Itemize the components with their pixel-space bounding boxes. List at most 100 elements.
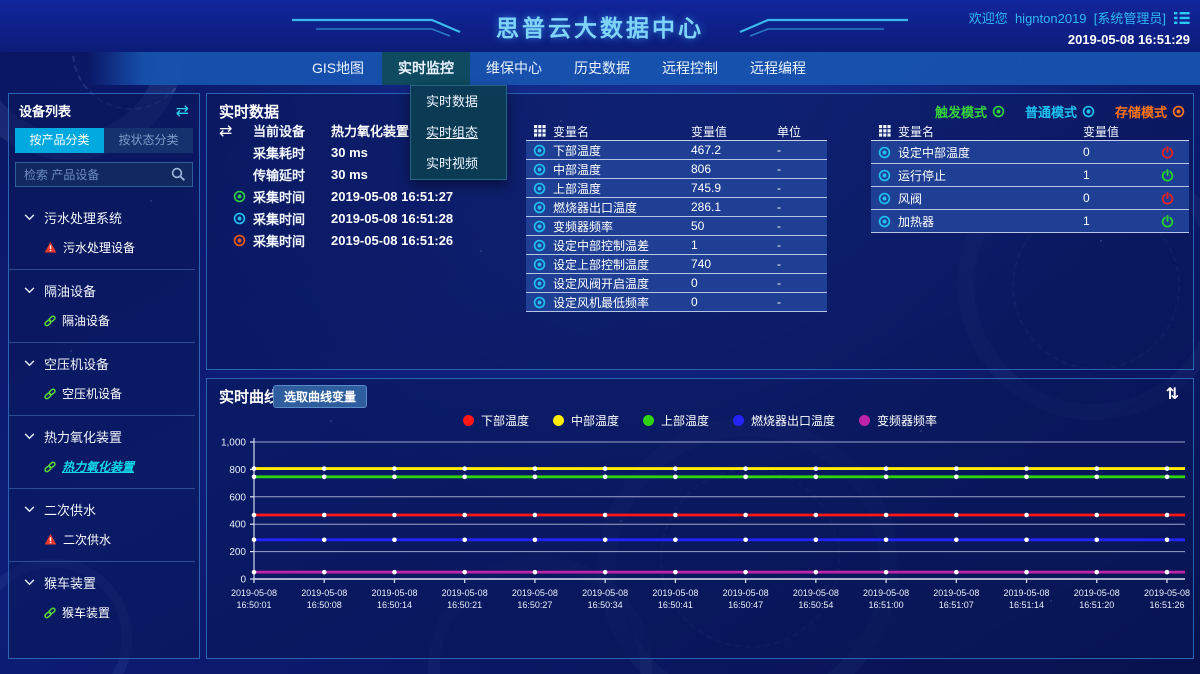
power-toggle-cell[interactable] xyxy=(1145,214,1189,228)
bullseye-icon[interactable] xyxy=(533,277,546,290)
svg-text:16:51:14: 16:51:14 xyxy=(1009,600,1044,610)
svg-text:16:50:01: 16:50:01 xyxy=(236,600,271,610)
chevron-down-icon xyxy=(24,579,35,586)
mode-label: 存储模式 xyxy=(1114,105,1167,120)
tree-item-热力氧化装置[interactable]: 热力氧化装置 xyxy=(9,453,195,484)
user-role: [系统管理员] xyxy=(1093,11,1166,26)
svg-text:2019-05-08: 2019-05-08 xyxy=(793,588,839,598)
tree-group-污水处理系统[interactable]: 污水处理系统 xyxy=(9,201,195,234)
svg-text:1,000: 1,000 xyxy=(221,438,246,449)
dropdown-item-实时视频[interactable]: 实时视频 xyxy=(426,156,479,171)
search-input[interactable] xyxy=(15,162,193,187)
variable-unit: - xyxy=(777,162,781,176)
alarm-warning-icon xyxy=(44,533,57,545)
tree-group-label: 空压机设备 xyxy=(44,357,110,372)
bullseye-icon[interactable] xyxy=(533,296,546,309)
sidebar-tab-按状态分类[interactable]: 按状态分类 xyxy=(104,128,193,153)
power-toggle-icon[interactable] xyxy=(1161,214,1174,228)
swap-icon[interactable]: ⇄ xyxy=(175,100,189,120)
tree-group-label: 隔油设备 xyxy=(44,284,97,299)
tree-group-隔油设备[interactable]: 隔油设备 xyxy=(9,274,195,307)
info-label: 传输延时 xyxy=(253,167,306,183)
nav-tab-实时监控[interactable]: 实时监控 xyxy=(382,52,470,85)
tree-group-猴车装置[interactable]: 猴车装置 xyxy=(9,566,195,599)
table-grid-icon-cell xyxy=(871,125,898,137)
grid-table-icon xyxy=(878,125,891,137)
menu-list-icon[interactable] xyxy=(1174,11,1190,25)
nav-tab-历史数据[interactable]: 历史数据 xyxy=(574,60,630,76)
tree-item-隔油设备[interactable]: 隔油设备 xyxy=(9,307,195,338)
mode-button-普通模式[interactable]: 普通模式 xyxy=(1025,102,1095,121)
tree-item-猴车装置[interactable]: 猴车装置 xyxy=(9,599,195,630)
tree-item-空压机设备[interactable]: 空压机设备 xyxy=(9,380,195,411)
tree-group-热力氧化装置[interactable]: 热力氧化装置 xyxy=(9,420,195,453)
bullseye-icon[interactable] xyxy=(533,239,546,252)
tree-item-污水处理设备[interactable]: 污水处理设备 xyxy=(9,234,195,265)
power-toggle-cell[interactable] xyxy=(1145,191,1189,205)
tree-group: 二次供水 二次供水 xyxy=(9,489,195,562)
dropdown-item-实时组态[interactable]: 实时组态 xyxy=(426,125,479,140)
bullseye-icon[interactable] xyxy=(533,163,546,176)
device-list-title: 设备列表 xyxy=(19,104,72,119)
legend-item-上部温度[interactable]: 上部温度 xyxy=(642,412,709,429)
row-bullseye-cell xyxy=(871,146,898,159)
sidebar-tab-按产品分类[interactable]: 按产品分类 xyxy=(15,128,104,153)
svg-text:800: 800 xyxy=(229,465,246,476)
tree-item-二次供水[interactable]: 二次供水 xyxy=(9,526,195,557)
dropdown-item-实时数据[interactable]: 实时数据 xyxy=(426,94,479,109)
row-bullseye-cell xyxy=(871,169,898,182)
swap-icon[interactable]: ⇄ xyxy=(219,121,233,140)
power-toggle-cell[interactable] xyxy=(1145,145,1189,159)
tree-group: 污水处理系统 污水处理设备 xyxy=(9,197,195,270)
bullseye-icon[interactable] xyxy=(533,144,546,157)
table-row: 设定中部控制温差 1 - xyxy=(526,236,827,255)
variable-unit: - xyxy=(777,295,781,309)
legend-item-下部温度[interactable]: 下部温度 xyxy=(462,412,529,429)
bullseye-icon[interactable] xyxy=(533,220,546,233)
row-bullseye-cell xyxy=(526,201,553,214)
select-curve-variable-button[interactable]: 选取曲线变量 xyxy=(273,385,368,408)
legend-label: 燃烧器出口温度 xyxy=(751,414,836,428)
bullseye-icon[interactable] xyxy=(533,201,546,214)
bullseye-icon[interactable] xyxy=(878,192,891,205)
tree-group-二次供水[interactable]: 二次供水 xyxy=(9,493,195,526)
tree-item-label: 二次供水 xyxy=(63,533,112,547)
table-row: 设定上部控制温度 740 - xyxy=(526,255,827,274)
sort-updown-icon[interactable]: ⇅ xyxy=(1165,384,1179,403)
device-info-row: 采集耗时 30 ms xyxy=(233,141,519,163)
link-ok-icon xyxy=(44,387,56,399)
legend-label: 下部温度 xyxy=(480,414,529,428)
collect-time-dot xyxy=(233,212,253,225)
nav-tab-维保中心[interactable]: 维保中心 xyxy=(486,60,542,76)
realtime-curve-title: 实时曲线 xyxy=(219,389,280,406)
legend-item-燃烧器出口温度[interactable]: 燃烧器出口温度 xyxy=(733,412,835,429)
variable-value: 0 xyxy=(1083,145,1090,159)
tree-group-空压机设备[interactable]: 空压机设备 xyxy=(9,347,195,380)
power-toggle-icon[interactable] xyxy=(1161,168,1174,182)
info-value: 2019-05-08 16:51:27 xyxy=(331,188,454,204)
power-toggle-icon[interactable] xyxy=(1161,191,1174,205)
tree-item-label: 空压机设备 xyxy=(62,387,123,401)
tree-item-label: 猴车装置 xyxy=(62,606,111,620)
nav-tab-GIS地图[interactable]: GIS地图 xyxy=(311,60,365,76)
nav-tab-远程控制[interactable]: 远程控制 xyxy=(662,60,718,76)
bullseye-icon[interactable] xyxy=(533,182,546,195)
bullseye-icon[interactable] xyxy=(533,258,546,271)
legend-item-变频器频率[interactable]: 变频器频率 xyxy=(859,412,937,429)
col-header-unit: 单位 xyxy=(777,124,802,139)
mode-button-触发模式[interactable]: 触发模式 xyxy=(935,102,1005,121)
power-toggle-cell[interactable] xyxy=(1145,168,1189,182)
info-value: 热力氧化装置 xyxy=(331,123,410,139)
nav-tab-远程编程[interactable]: 远程编程 xyxy=(750,60,806,76)
table-row: 燃烧器出口温度 286.1 - xyxy=(526,198,827,217)
legend-item-中部温度[interactable]: 中部温度 xyxy=(552,412,619,429)
bullseye-icon[interactable] xyxy=(878,169,891,182)
bullseye-icon[interactable] xyxy=(878,215,891,228)
table-grid-icon-cell xyxy=(526,125,553,137)
bullseye-icon[interactable] xyxy=(878,146,891,159)
power-toggle-icon[interactable] xyxy=(1161,145,1174,159)
info-value: 2019-05-08 16:51:26 xyxy=(331,232,454,248)
mode-button-存储模式[interactable]: 存储模式 xyxy=(1115,102,1185,121)
bullseye-icon xyxy=(233,212,246,224)
variable-value: 740 xyxy=(691,257,712,271)
